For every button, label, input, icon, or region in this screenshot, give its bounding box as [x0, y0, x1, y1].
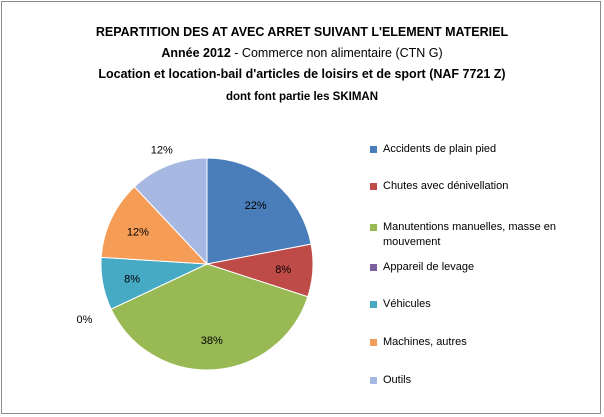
legend-label: Machines, autres [383, 336, 467, 348]
legend-swatch [370, 183, 377, 190]
title-line-3: Location et location-bail d'articles de … [98, 67, 506, 81]
legend-label: Outils [383, 374, 412, 386]
legend-label: Accidents de plain pied [383, 143, 497, 155]
pie-slices [100, 157, 314, 371]
pie-label-4: 8% [124, 273, 140, 285]
legend-item-2: Manutentions manuelles, masse en mouveme… [370, 220, 583, 250]
legend-swatch [370, 264, 377, 271]
legend-swatch [370, 146, 377, 153]
pie-label-3: 0% [76, 314, 92, 326]
pie-labels: 22% 8% 38% 0% 8% 12% 12% [76, 145, 291, 348]
legend-label: Appareil de levage [383, 261, 475, 273]
legend-label: Chutes avec dénivellation [383, 180, 509, 192]
title-line-1: REPARTITION DES AT AVEC ARRET SUIVANT L'… [95, 25, 509, 39]
legend-swatch [370, 377, 377, 384]
chart-title: REPARTITION DES AT AVEC ARRET SUIVANT L'… [0, 22, 604, 107]
title-sector: - Commerce non alimentaire (CTN G) [230, 46, 443, 60]
title-year: Année 2012 [161, 46, 231, 60]
pie-label-1: 8% [275, 264, 291, 276]
legend-item-4: Véhicules [370, 297, 583, 312]
legend-item-3: Appareil de levage [370, 260, 583, 275]
pie-label-5: 12% [127, 227, 149, 239]
legend-label: Manutentions manuelles, masse en mouveme… [383, 221, 557, 248]
legend-item-5: Machines, autres [370, 335, 583, 350]
legend-swatch [370, 339, 377, 346]
legend-item-1: Chutes avec dénivellation [370, 179, 583, 194]
pie-label-2: 38% [201, 335, 223, 347]
legend-item-6: Outils [370, 373, 583, 388]
legend-label: Véhicules [383, 298, 431, 310]
legend-swatch [370, 301, 377, 308]
legend-item-0: Accidents de plain pied [370, 142, 583, 157]
title-line-4: dont font partie les SKIMAN [225, 91, 379, 103]
pie-slice-0 [206, 157, 312, 265]
pie-label-6: 12% [151, 145, 173, 157]
pie-label-0: 22% [245, 200, 267, 212]
title-line-2: Année 2012 - Commerce non alimentaire (C… [0, 43, 604, 64]
legend-swatch [370, 224, 377, 231]
pie-slice-5 [100, 186, 209, 265]
pie-slice-6 [133, 157, 208, 266]
pie-slice-2 [110, 263, 309, 371]
